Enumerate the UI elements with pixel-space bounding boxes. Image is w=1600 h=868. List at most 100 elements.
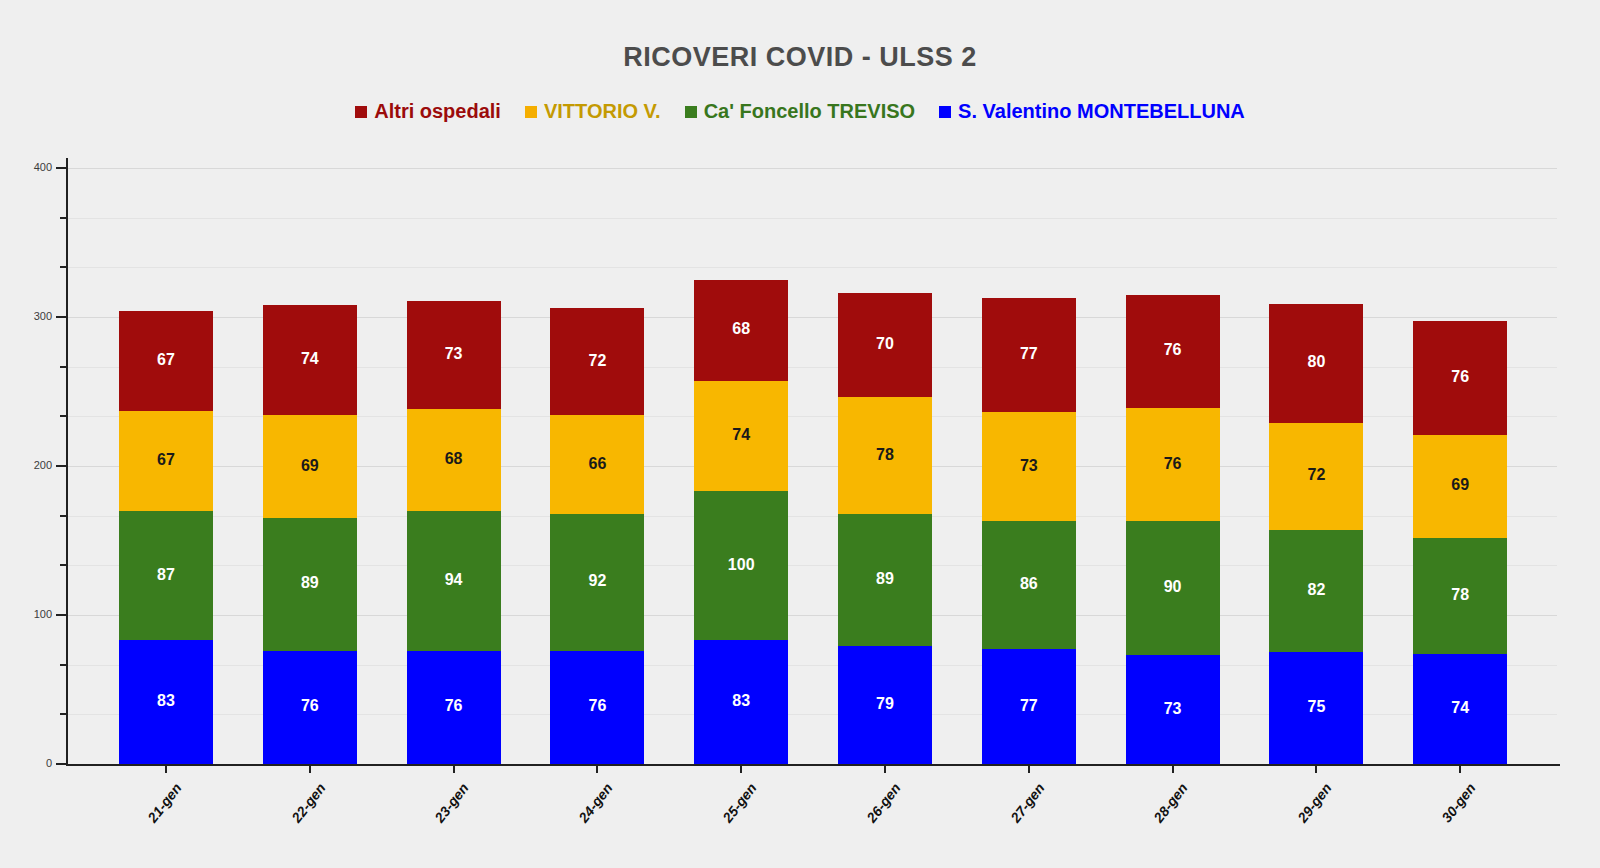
bar-segment: 76 — [1413, 321, 1507, 434]
bar-segment: 74 — [1413, 654, 1507, 764]
legend-item: Altri ospedali — [355, 100, 501, 123]
bar-segment: 76 — [1126, 295, 1220, 408]
bar-value-label: 67 — [119, 451, 213, 469]
stacked-bar: 75827280 — [1269, 304, 1363, 764]
bar-value-label: 94 — [407, 571, 501, 589]
bar-value-label: 76 — [407, 697, 501, 715]
x-axis-tick-label: 27-gen — [1007, 780, 1047, 825]
bar-segment: 94 — [407, 511, 501, 651]
bar-segment: 68 — [694, 280, 788, 381]
legend-swatch-icon — [525, 106, 537, 118]
x-axis-tick-label: 23-gen — [432, 780, 472, 825]
y-axis-tick — [56, 465, 66, 467]
x-axis-tick — [1172, 766, 1174, 773]
x-axis-tick-label: 29-gen — [1295, 780, 1335, 825]
bar-value-label: 73 — [1126, 700, 1220, 718]
y-axis-tick — [60, 217, 66, 219]
legend-swatch-icon — [355, 106, 367, 118]
legend: Altri ospedali VITTORIO V. Ca' Foncello TR… — [0, 100, 1600, 123]
stacked-bar: 76896974 — [263, 305, 357, 764]
bar-segment: 66 — [550, 415, 644, 513]
bar-value-label: 67 — [119, 351, 213, 369]
x-axis-tick — [453, 766, 455, 773]
x-axis-tick — [884, 766, 886, 773]
y-axis-tick-label: 400 — [0, 161, 52, 173]
x-axis — [66, 764, 1560, 766]
bar-value-label: 77 — [982, 697, 1076, 715]
y-axis-tick — [56, 614, 66, 616]
bar-value-label: 76 — [550, 697, 644, 715]
y-axis-tick-label: 100 — [0, 608, 52, 620]
legend-item: VITTORIO V. — [525, 100, 661, 123]
x-axis-tick-label: 24-gen — [576, 780, 616, 825]
bar-value-label: 90 — [1126, 578, 1220, 596]
bar-segment: 69 — [263, 415, 357, 518]
bar-value-label: 87 — [119, 566, 213, 584]
legend-label: Ca' Foncello TREVISO — [704, 100, 915, 123]
x-axis-tick — [1459, 766, 1461, 773]
bar-value-label: 89 — [263, 574, 357, 592]
legend-label: VITTORIO V. — [544, 100, 661, 123]
bar-value-label: 66 — [550, 455, 644, 473]
plot-area: 83 87 67 67 76 89 69 74 76 94 68 73 76 92 66 72 83 100 74 6… — [68, 168, 1557, 764]
bar-segment: 89 — [838, 514, 932, 647]
bar-value-label: 78 — [1413, 586, 1507, 604]
bar-segment: 68 — [407, 409, 501, 510]
legend-item: Ca' Foncello TREVISO — [685, 100, 915, 123]
bar-segment: 75 — [1269, 652, 1363, 764]
bar-segment: 72 — [1269, 423, 1363, 530]
stacked-bar: 77867377 — [982, 298, 1076, 764]
x-axis-tick — [1028, 766, 1030, 773]
bar-value-label: 69 — [263, 457, 357, 475]
bar-segment: 76 — [1126, 408, 1220, 521]
bar-segment: 76 — [407, 651, 501, 764]
bar-value-label: 83 — [694, 692, 788, 710]
bar-segment: 92 — [550, 514, 644, 651]
y-axis-tick — [60, 564, 66, 566]
bar-value-label: 83 — [119, 692, 213, 710]
gridline-major — [68, 168, 1557, 169]
stacked-bar: 76 92 66 72 — [550, 308, 644, 764]
bar-value-label: 89 — [838, 570, 932, 588]
stacked-bar: 831007468 — [694, 280, 788, 764]
x-axis-tick-label: 28-gen — [1151, 780, 1191, 825]
bar-segment: 100 — [694, 491, 788, 640]
y-axis-tick — [60, 266, 66, 268]
bar-value-label: 76 — [1126, 455, 1220, 473]
bar-segment: 89 — [263, 518, 357, 651]
bar-value-label: 100 — [694, 556, 788, 574]
bar-segment: 78 — [838, 397, 932, 513]
y-axis-tick — [56, 167, 66, 169]
bar-segment: 67 — [119, 311, 213, 411]
bar-segment: 90 — [1126, 521, 1220, 655]
y-axis-tick — [56, 763, 66, 765]
stacked-bar: 74786976 — [1413, 321, 1507, 764]
stacked-bar: 79897870 — [838, 293, 932, 764]
legend-label: S. Valentino MONTEBELLUNA — [958, 100, 1245, 123]
x-axis-tick-label: 22-gen — [288, 780, 328, 825]
legend-swatch-icon — [685, 106, 697, 118]
x-axis-tick-label: 25-gen — [719, 780, 759, 825]
bar-value-label: 68 — [407, 450, 501, 468]
chart-title: RICOVERI COVID - ULSS 2 — [0, 42, 1600, 73]
y-axis-tick-label: 200 — [0, 459, 52, 471]
bar-segment: 77 — [982, 649, 1076, 764]
bar-value-label: 80 — [1269, 353, 1363, 371]
bar-segment: 73 — [982, 412, 1076, 521]
bar-segment: 72 — [550, 308, 644, 415]
bar-segment: 74 — [263, 305, 357, 415]
bar-segment: 86 — [982, 521, 1076, 649]
bar-segment: 87 — [119, 511, 213, 641]
y-axis-tick — [60, 664, 66, 666]
bar-segment: 76 — [550, 651, 644, 764]
bar-segment: 83 — [694, 640, 788, 764]
bar-value-label: 68 — [694, 320, 788, 338]
stacked-bar: 76946873 — [407, 301, 501, 764]
legend-item: S. Valentino MONTEBELLUNA — [939, 100, 1245, 123]
x-axis-tick-label: 30-gen — [1438, 780, 1478, 825]
gridline-minor — [68, 218, 1557, 219]
x-axis-tick — [309, 766, 311, 773]
bar-value-label: 76 — [1413, 368, 1507, 386]
y-axis-tick — [60, 415, 66, 417]
bar-value-label: 73 — [982, 457, 1076, 475]
